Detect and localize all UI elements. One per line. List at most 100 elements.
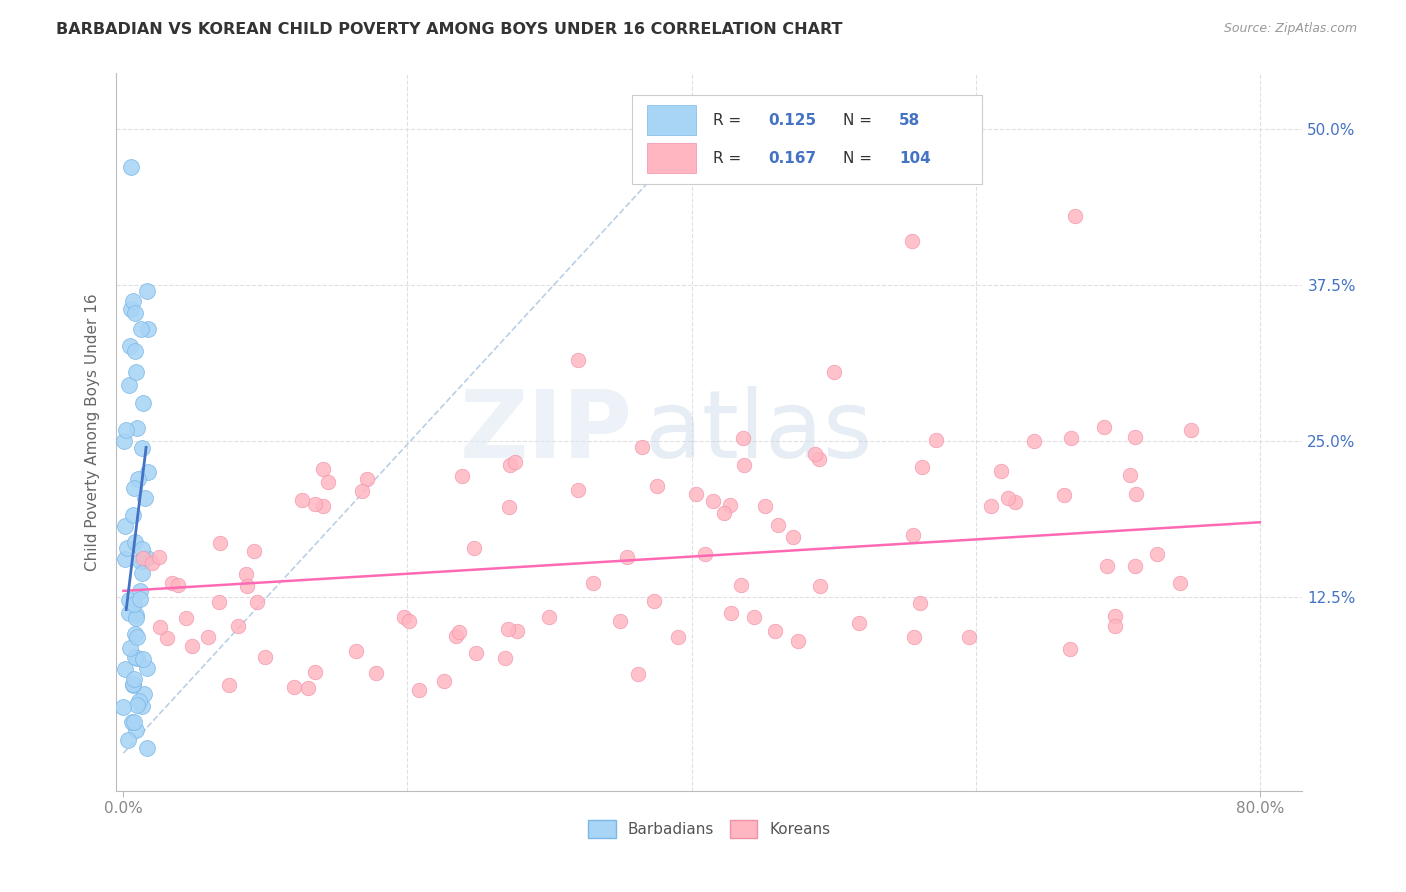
- Point: [132, 396, 155, 410]
- Text: 0.125: 0.125: [769, 113, 817, 128]
- Point: [122, 597, 145, 611]
- Point: [135, 740, 157, 755]
- Point: [124, 649, 146, 664]
- Point: [135, 285, 157, 299]
- Point: [1125, 487, 1147, 501]
- Point: [823, 366, 845, 380]
- Point: [243, 544, 266, 558]
- Point: [117, 378, 139, 392]
- Text: ZIP: ZIP: [460, 385, 633, 478]
- Point: [1053, 488, 1076, 502]
- Point: [366, 665, 388, 680]
- Point: [908, 596, 931, 610]
- Point: [118, 593, 141, 607]
- Point: [246, 595, 269, 609]
- Point: [787, 634, 810, 648]
- Point: [720, 606, 742, 620]
- Point: [463, 541, 485, 555]
- Point: [129, 322, 152, 336]
- Point: [124, 344, 146, 359]
- Bar: [647, 144, 696, 173]
- Point: [494, 650, 516, 665]
- Point: [121, 715, 143, 730]
- Point: [149, 620, 172, 634]
- Point: [1146, 547, 1168, 561]
- Legend: Barbadians, Koreans: Barbadians, Koreans: [582, 814, 837, 844]
- Point: [124, 306, 146, 320]
- Point: [112, 700, 135, 714]
- Point: [901, 528, 924, 542]
- Point: [114, 423, 136, 437]
- Point: [903, 630, 925, 644]
- Point: [1064, 210, 1087, 224]
- Point: [911, 459, 934, 474]
- Point: [218, 678, 240, 692]
- Point: [124, 672, 146, 686]
- Point: [291, 493, 314, 508]
- Point: [122, 481, 145, 495]
- Point: [121, 508, 143, 523]
- Point: [122, 678, 145, 692]
- Point: [1123, 430, 1146, 444]
- Point: [1095, 559, 1118, 574]
- Point: [208, 595, 231, 609]
- Point: [645, 479, 668, 493]
- Point: [118, 606, 141, 620]
- Point: [901, 235, 924, 249]
- Point: [141, 556, 163, 570]
- Point: [567, 483, 589, 497]
- Point: [803, 447, 825, 461]
- Point: [312, 462, 335, 476]
- Point: [626, 666, 648, 681]
- Point: [226, 619, 249, 633]
- Point: [125, 723, 148, 737]
- Text: 104: 104: [900, 151, 931, 166]
- Point: [1059, 432, 1081, 446]
- Text: N =: N =: [844, 151, 877, 166]
- Point: [503, 455, 526, 469]
- Point: [1104, 619, 1126, 633]
- Point: [148, 549, 170, 564]
- Point: [666, 630, 689, 644]
- Point: [763, 624, 786, 638]
- Point: [398, 614, 420, 628]
- Point: [695, 548, 717, 562]
- Point: [957, 631, 980, 645]
- Point: [208, 536, 231, 550]
- Point: [643, 593, 665, 607]
- Y-axis label: Child Poverty Among Boys Under 16: Child Poverty Among Boys Under 16: [86, 293, 100, 571]
- Point: [730, 578, 752, 592]
- Point: [181, 639, 204, 653]
- Point: [297, 681, 319, 696]
- Point: [713, 506, 735, 520]
- Point: [156, 631, 179, 645]
- Text: R =: R =: [713, 113, 747, 128]
- Point: [236, 579, 259, 593]
- Point: [124, 610, 146, 624]
- Point: [1104, 608, 1126, 623]
- Point: [316, 475, 339, 489]
- Point: [114, 518, 136, 533]
- Point: [733, 431, 755, 445]
- Text: R =: R =: [713, 151, 747, 166]
- Point: [135, 551, 157, 566]
- Point: [498, 623, 520, 637]
- Point: [125, 698, 148, 712]
- Point: [128, 591, 150, 606]
- Point: [848, 615, 870, 630]
- Point: [131, 566, 153, 581]
- Point: [352, 483, 374, 498]
- Point: [630, 440, 652, 454]
- Point: [124, 535, 146, 549]
- Point: [733, 458, 755, 472]
- Point: [138, 322, 160, 336]
- Point: [1119, 468, 1142, 483]
- Point: [176, 611, 198, 625]
- Point: [127, 421, 149, 435]
- Point: [132, 687, 155, 701]
- Point: [499, 458, 522, 473]
- Point: [128, 694, 150, 708]
- Point: [990, 464, 1012, 478]
- Point: [1180, 423, 1202, 437]
- Point: [114, 552, 136, 566]
